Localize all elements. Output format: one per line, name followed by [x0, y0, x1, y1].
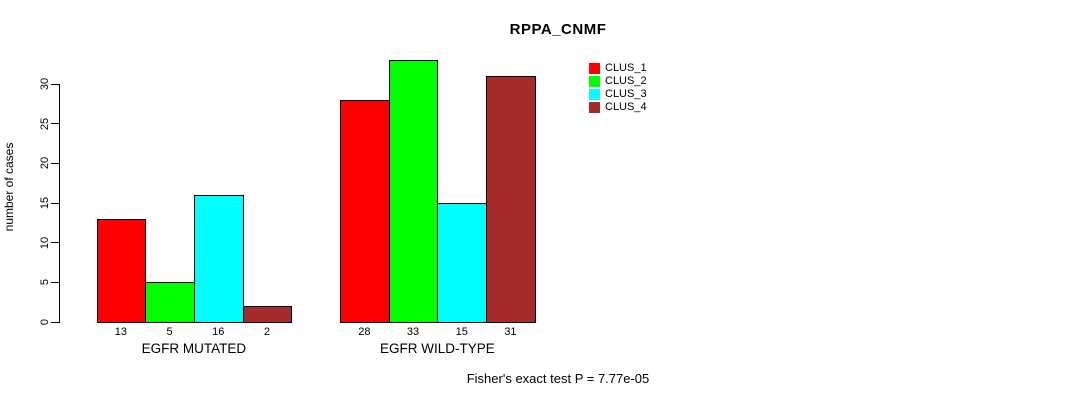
y-axis-tick-label: 15	[39, 196, 51, 210]
y-axis-tick-label: 20	[39, 157, 51, 170]
y-axis-tick-label: 5	[39, 279, 51, 286]
y-axis-tick-label: 10	[39, 236, 51, 249]
y-axis-tick	[51, 281, 59, 283]
y-axis-tick-label: 0	[39, 318, 51, 326]
fisher-test-note: Fisher's exact test P = 7.77e-05	[466, 371, 650, 386]
bar-value-label: 33	[406, 326, 420, 338]
legend-label: CLUS_2	[605, 75, 647, 87]
bar-value-label: 28	[358, 326, 371, 338]
legend-swatch-clus_2	[589, 76, 600, 87]
bar-value-label: 16	[212, 326, 225, 338]
bar-value-label: 2	[263, 326, 270, 338]
legend-item: CLUS_1	[589, 62, 647, 75]
legend-item: CLUS_3	[589, 88, 647, 101]
y-axis-tick-label: 30	[39, 77, 51, 91]
y-axis-tick	[51, 321, 59, 323]
legend-item: CLUS_4	[589, 101, 647, 114]
bar-value-label: 13	[114, 326, 127, 338]
legend-swatch-clus_4	[589, 102, 600, 113]
bar-clus_1-egfr-wild-type	[340, 99, 390, 323]
y-axis-tick-label: 25	[39, 117, 51, 130]
bar-clus_2-egfr-mutated	[145, 282, 195, 323]
x-axis-category-label: EGFR WILD-TYPE	[380, 341, 495, 356]
bar-value-label: 15	[455, 326, 468, 338]
legend-swatch-clus_3	[589, 89, 600, 100]
bar-clus_3-egfr-mutated	[193, 195, 244, 323]
y-axis-tick	[51, 162, 59, 164]
legend-label: CLUS_1	[605, 62, 647, 74]
x-axis-category-label: EGFR MUTATED	[141, 341, 247, 356]
legend: CLUS_1 CLUS_2 CLUS_3 CLUS_4	[589, 62, 647, 114]
legend-item: CLUS_2	[589, 75, 647, 88]
bar-value-label: 5	[166, 326, 173, 338]
bar-clus_1-egfr-mutated	[96, 218, 147, 323]
bar-value-label: 31	[504, 326, 517, 338]
bar-clus_3-egfr-wild-type	[437, 203, 488, 323]
y-axis-tick	[51, 202, 59, 204]
y-axis-tick	[51, 123, 59, 125]
bar-clus_4-egfr-mutated	[242, 306, 293, 323]
y-axis-tick	[51, 83, 59, 85]
legend-swatch-clus_1	[589, 63, 600, 74]
bar-clus_4-egfr-wild-type	[486, 76, 536, 323]
y-axis-line	[59, 84, 60, 323]
bar-clus_2-egfr-wild-type	[388, 60, 439, 323]
legend-label: CLUS_4	[605, 101, 647, 113]
chart-title: RPPA_CNMF	[509, 21, 607, 38]
y-axis-tick	[51, 242, 59, 244]
legend-label: CLUS_3	[605, 88, 647, 100]
